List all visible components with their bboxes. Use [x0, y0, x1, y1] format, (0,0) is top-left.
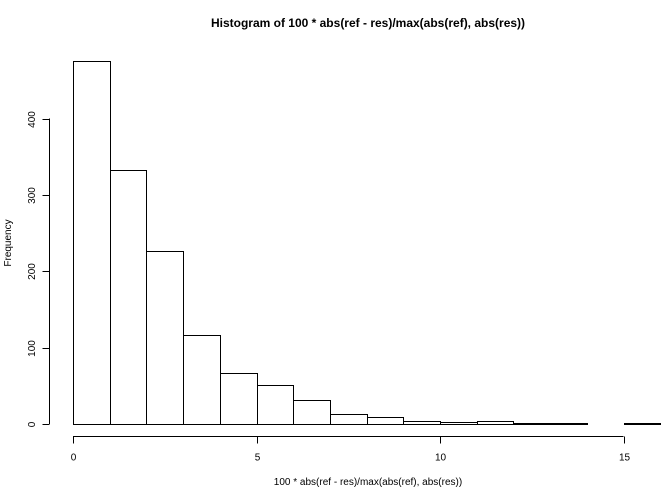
histogram-bar-12 — [513, 423, 551, 425]
x-axis-label: 100 * abs(ref - res)/max(abs(ref), abs(r… — [274, 477, 462, 488]
x-axis: 0 5 10 15 — [71, 436, 631, 464]
y-tick-label: 0 — [27, 421, 38, 427]
x-tick-label: 0 — [71, 453, 77, 464]
histogram-bar-0 — [73, 61, 111, 425]
y-tick-label: 400 — [27, 111, 38, 128]
y-axis-label: Frequency — [3, 219, 14, 266]
histogram-bar-9 — [403, 421, 441, 425]
histogram-bar-10 — [440, 422, 478, 425]
histogram-bar-2 — [146, 251, 184, 425]
histogram-bar-3 — [183, 335, 221, 425]
x-tick-label: 10 — [435, 453, 447, 464]
y-tick-label: 200 — [27, 263, 38, 280]
histogram-bar-7 — [330, 414, 368, 425]
histogram-bar-4 — [220, 373, 258, 425]
chart-title: Histogram of 100 * abs(ref - res)/max(ab… — [211, 16, 525, 30]
y-tick-label: 100 — [27, 340, 38, 357]
histogram-bar-15 — [624, 423, 661, 425]
x-tick-label: 5 — [255, 453, 261, 464]
histogram-bar-11 — [477, 421, 514, 425]
histogram-bar-13 — [550, 423, 588, 425]
histogram-bars — [73, 61, 661, 425]
histogram-bar-5 — [257, 385, 294, 425]
histogram-bar-8 — [367, 417, 404, 425]
histogram-bar-1 — [110, 170, 147, 425]
y-axis: 0 100 200 300 400 — [27, 111, 50, 427]
histogram-bar-6 — [293, 400, 331, 425]
y-tick-label: 300 — [27, 187, 38, 204]
x-tick-label: 15 — [619, 453, 631, 464]
